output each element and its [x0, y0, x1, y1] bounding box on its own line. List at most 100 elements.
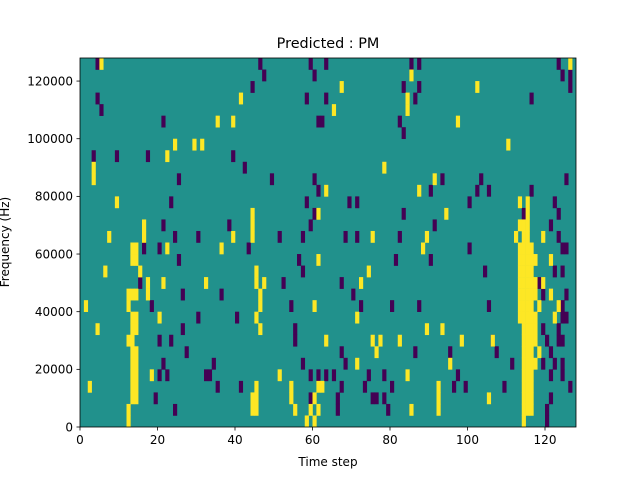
heatmap-cell-high	[254, 311, 259, 324]
heatmap-cell-low	[393, 254, 399, 266]
x-axis-label: Time step	[297, 455, 357, 469]
heatmap-cell-high	[134, 323, 139, 336]
heatmap-cell-high	[382, 161, 387, 174]
heatmap-cell-low	[242, 161, 247, 174]
heatmap-cell-low	[413, 92, 418, 105]
heatmap-cell-high	[258, 323, 263, 336]
heatmap-cell-low	[324, 369, 329, 382]
heatmap-cell-high	[517, 242, 523, 255]
heatmap-cell-high	[521, 277, 526, 289]
heatmap-cell-low	[269, 173, 275, 186]
heatmap-cell-low	[401, 127, 406, 140]
heatmap-cell-low	[300, 357, 306, 370]
heatmap-cell-low	[432, 219, 437, 232]
heatmap-cell-low	[494, 346, 499, 359]
heatmap-cell-low	[382, 369, 387, 382]
heatmap-cell-high	[134, 346, 139, 359]
heatmap-cell-low	[409, 58, 414, 70]
heatmap-cell-low	[157, 334, 162, 347]
heatmap-cell-high	[316, 403, 321, 416]
heatmap-cell-low	[413, 346, 418, 359]
heatmap-cell-low	[564, 311, 569, 324]
heatmap-cell-high	[130, 392, 135, 405]
heatmap-cell-low	[362, 380, 368, 393]
heatmap-cell-low	[568, 81, 573, 93]
heatmap-cell-high	[525, 277, 530, 289]
heatmap-cell-low	[397, 115, 402, 128]
heatmap-cell-low	[324, 58, 329, 70]
heatmap-cell-high	[521, 288, 526, 301]
heatmap-cell-high	[490, 334, 495, 347]
heatmap-cell-high	[521, 392, 526, 405]
heatmap-cell-high	[529, 357, 534, 370]
heatmap-cell-high	[525, 288, 530, 301]
heatmap-cell-high	[130, 380, 135, 393]
heatmap-cell-high	[254, 403, 259, 416]
heatmap-cell-low	[359, 300, 364, 312]
heatmap-cell-high	[529, 403, 534, 416]
heatmap-cell-low	[355, 196, 360, 209]
heatmap-cell-low	[564, 242, 569, 255]
heatmap-cell-low	[467, 196, 472, 209]
heatmap-cell-low	[304, 92, 309, 105]
heatmap-cell-low	[246, 242, 251, 255]
heatmap-cell-high	[134, 392, 139, 405]
heatmap-cell-high	[126, 300, 131, 312]
heatmap-cell-high	[200, 138, 205, 151]
heatmap-cell-high	[355, 357, 360, 370]
heatmap-cell-high	[525, 242, 530, 255]
heatmap-cell-low	[312, 173, 317, 186]
heatmap-cell-low	[521, 207, 526, 220]
heatmap-cell-high	[525, 380, 530, 393]
heatmap-cell-high	[316, 207, 321, 220]
heatmap-cell-high	[254, 277, 259, 289]
heatmap-cell-low	[386, 403, 391, 416]
heatmap-cell-low	[300, 265, 306, 278]
heatmap-cell-high	[250, 392, 255, 405]
heatmap-cell-low	[347, 196, 352, 209]
heatmap-cell-high	[339, 81, 344, 93]
heatmap-cell-high	[517, 288, 523, 301]
heatmap-cell-high	[517, 311, 523, 324]
heatmap-cell-low	[343, 230, 348, 243]
heatmap-cell-high	[359, 277, 364, 289]
heatmap-cell-high	[432, 173, 437, 186]
heatmap-cell-low	[560, 369, 565, 382]
heatmap-cell-high	[289, 380, 294, 393]
heatmap-cell-high	[529, 288, 534, 301]
heatmap-cell-low	[161, 115, 166, 128]
heatmap-cell-low	[560, 242, 565, 255]
y-tick-label: 60000	[35, 247, 73, 261]
heatmap-cell-high	[424, 323, 430, 336]
heatmap-cell-low	[545, 415, 550, 428]
heatmap-cell-low	[308, 219, 313, 232]
heatmap-cell-high	[262, 277, 267, 289]
heatmap-cell-low	[335, 392, 340, 405]
heatmap-cell-high	[525, 254, 530, 266]
heatmap-cell-low	[308, 369, 313, 382]
heatmap-cell-low	[316, 115, 321, 128]
heatmap-cell-low	[560, 300, 565, 312]
heatmap-cell-high	[130, 288, 135, 301]
heatmap-cell-high	[254, 265, 259, 278]
heatmap-cell-high	[134, 254, 139, 266]
heatmap-cell-low	[440, 173, 445, 186]
heatmap-cell-low	[428, 184, 433, 197]
heatmap-cell-low	[169, 334, 174, 347]
heatmap-cell-low	[475, 184, 480, 197]
heatmap-cell-low	[235, 311, 240, 324]
heatmap-cell-high	[444, 207, 449, 220]
heatmap-cell-low	[568, 69, 573, 82]
heatmap-cell-high	[316, 254, 321, 266]
heatmap-cell-low	[293, 334, 298, 347]
x-tick-label: 80	[382, 433, 397, 447]
heatmap-cell-low	[455, 369, 461, 382]
heatmap-cell-high	[397, 334, 402, 347]
heatmap-cell-high	[130, 357, 135, 370]
heatmap-cell-high	[529, 300, 534, 312]
heatmap-cell-high	[529, 242, 534, 255]
heatmap-cell-low	[556, 230, 561, 243]
heatmap-cell-high	[126, 288, 131, 301]
heatmap-cell-low	[277, 230, 282, 243]
x-tick-label: 120	[534, 433, 557, 447]
